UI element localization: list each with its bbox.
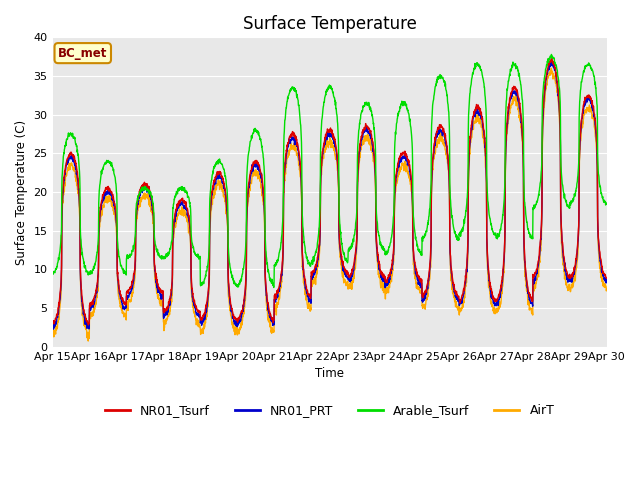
Text: BC_met: BC_met [58,47,108,60]
X-axis label: Time: Time [315,367,344,380]
Y-axis label: Surface Temperature (C): Surface Temperature (C) [15,120,28,264]
Title: Surface Temperature: Surface Temperature [243,15,417,33]
Legend: NR01_Tsurf, NR01_PRT, Arable_Tsurf, AirT: NR01_Tsurf, NR01_PRT, Arable_Tsurf, AirT [100,399,559,422]
